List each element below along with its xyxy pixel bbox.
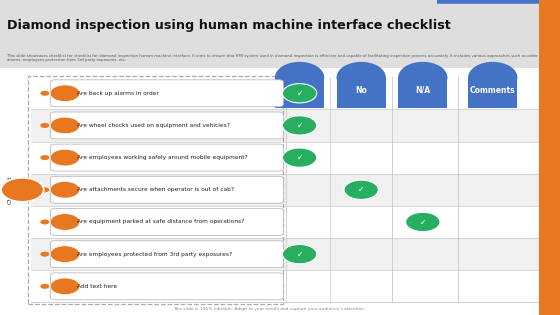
FancyBboxPatch shape [31,238,539,270]
Text: Comments: Comments [470,86,516,94]
Text: Are employees protected from 3rd party exposures?: Are employees protected from 3rd party e… [77,252,232,257]
Text: Add text here: Add text here [77,284,118,289]
Circle shape [282,148,317,167]
Text: Are wheel chocks used on equipment and vehicles?: Are wheel chocks used on equipment and v… [77,123,230,128]
Ellipse shape [275,62,324,93]
Circle shape [40,187,49,192]
Ellipse shape [337,62,386,93]
Text: Diamond inspection using human machine interface checklist: Diamond inspection using human machine i… [7,19,450,32]
Circle shape [50,278,80,295]
Text: Checklist: Checklist [8,175,12,204]
Text: This slide is 100% editable. Adapt to your needs and capture your audience's att: This slide is 100% editable. Adapt to yo… [172,307,365,311]
FancyBboxPatch shape [50,80,283,107]
Text: ✓: ✓ [419,217,426,226]
FancyBboxPatch shape [31,109,539,141]
Text: ✓: ✓ [358,185,365,194]
Circle shape [344,180,379,199]
Text: Are employees working safely around mobile equipment?: Are employees working safely around mobi… [77,155,248,160]
FancyBboxPatch shape [337,92,386,108]
Circle shape [405,212,440,232]
FancyBboxPatch shape [50,112,283,139]
Circle shape [50,214,80,230]
FancyBboxPatch shape [31,206,539,238]
FancyBboxPatch shape [31,77,539,109]
Circle shape [40,284,49,289]
FancyBboxPatch shape [337,77,386,106]
Text: No: No [355,86,367,94]
Circle shape [40,155,49,160]
Text: This slide showcases checklist for checklist for diamond inspection human machin: This slide showcases checklist for check… [7,54,559,62]
FancyBboxPatch shape [398,92,447,108]
Circle shape [50,246,80,262]
Circle shape [50,117,80,134]
Ellipse shape [398,62,447,93]
FancyBboxPatch shape [31,141,539,174]
Text: N/A: N/A [415,86,431,94]
FancyBboxPatch shape [31,270,539,302]
Text: Are back up alarms in order: Are back up alarms in order [77,91,159,96]
Text: ✓: ✓ [296,89,303,98]
Circle shape [40,252,49,257]
Circle shape [50,149,80,166]
Text: Are attachments secure when operator is out of cab?: Are attachments secure when operator is … [77,187,234,192]
Ellipse shape [468,62,517,93]
FancyBboxPatch shape [50,209,283,235]
Circle shape [282,83,317,103]
FancyBboxPatch shape [539,0,560,315]
FancyBboxPatch shape [0,0,539,68]
Text: ✓: ✓ [296,121,303,130]
Text: Are equipment parked at safe distance from operations?: Are equipment parked at safe distance fr… [77,220,245,225]
Circle shape [282,244,317,264]
FancyBboxPatch shape [31,77,539,302]
Circle shape [40,123,49,128]
Text: ✓: ✓ [296,249,303,259]
Circle shape [50,85,80,101]
FancyBboxPatch shape [50,144,283,171]
FancyBboxPatch shape [468,92,517,108]
Circle shape [40,220,49,225]
FancyBboxPatch shape [468,77,517,106]
FancyBboxPatch shape [50,241,283,268]
Circle shape [40,91,49,96]
Circle shape [282,116,317,135]
Text: ✓: ✓ [296,153,303,162]
FancyBboxPatch shape [275,92,324,108]
FancyBboxPatch shape [398,77,447,106]
FancyBboxPatch shape [31,174,539,206]
FancyBboxPatch shape [50,273,283,300]
FancyBboxPatch shape [50,176,283,203]
Circle shape [1,178,44,202]
FancyBboxPatch shape [275,77,324,106]
Text: Yes: Yes [292,86,307,94]
Circle shape [50,181,80,198]
